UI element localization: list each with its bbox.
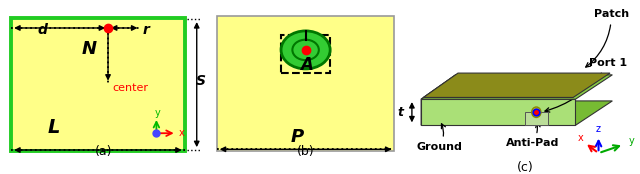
Text: (a): (a) — [95, 145, 113, 158]
Text: Ground: Ground — [417, 124, 462, 152]
Polygon shape — [421, 99, 575, 125]
Text: x: x — [179, 128, 184, 138]
Circle shape — [292, 40, 319, 60]
Text: y: y — [628, 136, 634, 146]
Text: A: A — [300, 56, 313, 74]
Polygon shape — [421, 101, 612, 125]
Polygon shape — [421, 75, 612, 99]
Polygon shape — [424, 73, 610, 97]
Text: N: N — [82, 40, 97, 58]
Bar — [281, 35, 330, 73]
Text: x: x — [578, 133, 584, 143]
Text: (c): (c) — [516, 161, 533, 173]
Circle shape — [281, 31, 330, 69]
Text: L: L — [47, 118, 60, 137]
Text: Anti-Pad: Anti-Pad — [506, 123, 560, 148]
Polygon shape — [421, 75, 456, 125]
Ellipse shape — [532, 107, 541, 117]
Polygon shape — [525, 112, 548, 125]
Text: d: d — [38, 23, 47, 37]
Text: y: y — [154, 108, 160, 118]
Text: Patch: Patch — [586, 9, 629, 67]
Text: P: P — [291, 128, 304, 146]
Text: Port 1: Port 1 — [545, 58, 627, 112]
Text: (b): (b) — [297, 145, 314, 158]
Bar — [12, 18, 185, 151]
Text: center: center — [112, 83, 148, 93]
Text: r: r — [142, 23, 149, 37]
Text: S: S — [196, 74, 206, 88]
Text: t: t — [397, 106, 403, 119]
Text: z: z — [596, 124, 601, 134]
